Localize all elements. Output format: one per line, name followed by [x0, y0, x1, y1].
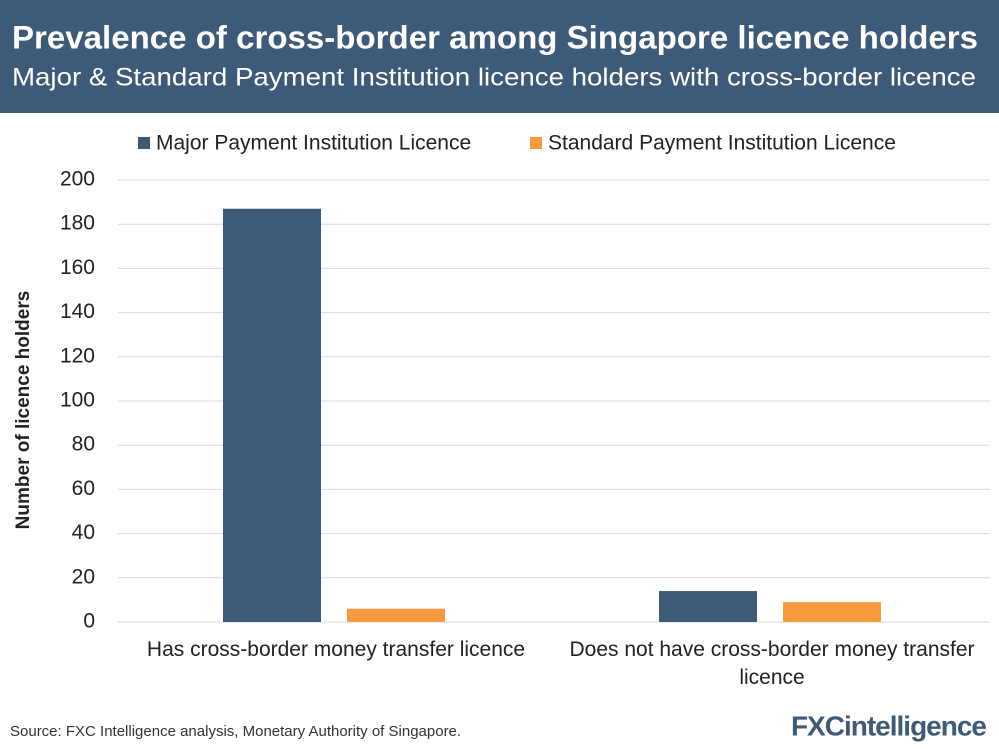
x-tick-label: Does not have cross-border money transfe…	[569, 638, 975, 689]
y-tick-label: 120	[60, 344, 95, 367]
bar	[347, 608, 445, 622]
y-tick-label: 180	[60, 212, 95, 235]
chart-subtitle: Major & Standard Payment Institution lic…	[12, 64, 976, 92]
legend-label: Standard Payment Institution Licence	[548, 132, 896, 155]
y-tick-label: 100	[60, 389, 95, 412]
x-tick-label: Has cross-border money transfer licence	[146, 638, 526, 661]
source-note: Source: FXC Intelligence analysis, Monet…	[10, 723, 461, 740]
y-tick-label: 200	[60, 168, 95, 191]
y-tick-label: 140	[60, 300, 95, 323]
y-tick-label: 20	[72, 565, 95, 588]
y-tick-label: 80	[72, 433, 95, 456]
legend-swatch	[530, 137, 542, 149]
chart-title: Prevalence of cross-border among Singapo…	[12, 19, 978, 55]
logo: FXCintelligence	[791, 710, 986, 741]
y-tick-label: 0	[83, 610, 95, 633]
header-band	[0, 0, 999, 113]
y-tick-label: 160	[60, 256, 95, 279]
y-tick-label: 60	[72, 477, 95, 500]
bar	[659, 591, 757, 622]
legend-label: Major Payment Institution Licence	[156, 132, 471, 155]
legend-swatch	[138, 137, 150, 149]
bar	[223, 208, 321, 623]
bar	[783, 602, 881, 622]
y-tick-label: 40	[72, 521, 95, 544]
y-axis-label: Number of licence holders	[13, 291, 34, 530]
